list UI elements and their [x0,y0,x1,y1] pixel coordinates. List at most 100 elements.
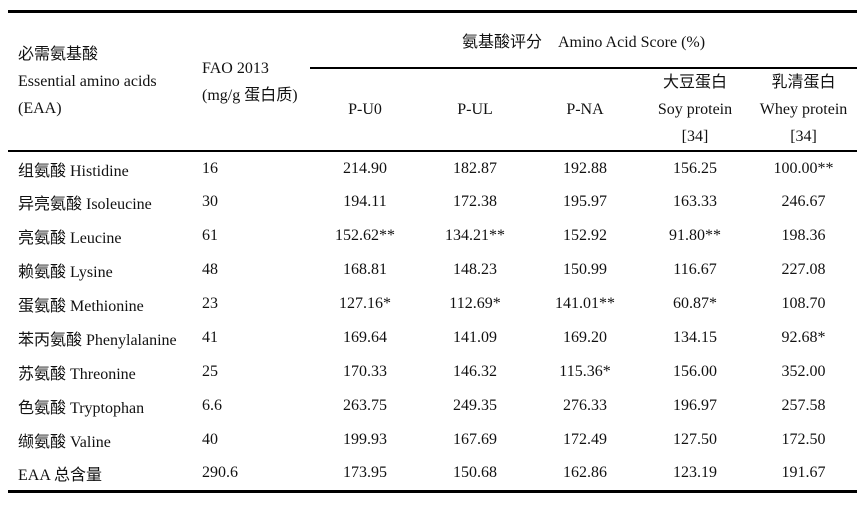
table-row: 缬氨酸 Valine 40 199.93 167.69 172.49 127.50 172.… [8,423,857,457]
header-group-row: 必需氨基酸 Essential amino acids (EAA) FAO 20… [8,11,858,117]
row-score-value: 148.23 [453,261,497,278]
row-score-value: 172.38 [453,193,497,210]
row-amino-acid-name: 赖氨酸 Lysine [18,264,113,281]
row-score-value: 167.69 [453,431,497,448]
header-fao-line-2: (mg/g 蛋白质) [202,86,298,104]
row-score-value: 146.32 [453,363,497,380]
row-fao-value: 16 [202,159,218,177]
row-fao-value: 25 [202,363,218,380]
row-score-value: 227.08 [781,261,826,278]
row-fao-value: 40 [202,431,218,448]
row-fao-value: 290.6 [202,464,238,482]
table-row: 色氨酸 Tryptophan 6.6 263.75 249.35 276.33 196.9… [8,389,857,423]
header-eaa-line-en: Essential amino acids [18,73,157,90]
row-amino-acid-name: 苯丙氨酸 Phenylalanine [18,332,177,349]
row-score-value: 169.20 [563,329,607,346]
row-amino-acid-name: 异亮氨酸 Isoleucine [18,196,152,213]
row-score-value: 123.19 [673,464,717,482]
table-row: 亮氨酸 Leucine 61 152.62** 134.21** 152.92 91.80… [8,219,857,253]
header-soy-line-zh: 大豆蛋白 [662,74,727,91]
row-fao-value: 30 [202,193,218,210]
row-score-value: 182.87 [453,159,497,177]
header-eaa-column: 必需氨基酸 Essential amino acids (EAA) [8,12,195,152]
row-score-value: 127.16* [339,295,391,312]
table-row: 组氨酸 Histidine 16 214.90 182.87 192.88 156.25 1… [8,151,857,185]
header-whey-line-zh: 乳清蛋白 [771,74,836,91]
table-row: 苏氨酸 Threonine 25 170.33 146.32 115.36* 156.00… [8,355,857,389]
table-row: EAA 总含量 290.6 173.95 150.68 162.86 123.19 191.… [8,457,857,491]
header-col-p-na: P-NA [530,68,640,151]
row-score-value: 134.21** [445,227,505,244]
row-amino-acid-name: 缬氨酸 Valine [18,434,111,451]
header-col-whey-protein: 乳清蛋白 Whey protein [34] [750,68,857,151]
header-soy-line-en: Soy protein [657,101,733,118]
row-score-value: 276.33 [563,397,607,414]
header-sub-row: P-U0 P-UL P-NA 大豆蛋白 Soy protein [34] 乳清蛋… [8,68,857,151]
row-fao-value: 23 [202,295,218,312]
row-score-value: 92.68* [781,329,826,346]
row-score-value: 191.67 [781,464,826,482]
row-score-value: 60.87* [673,295,717,312]
row-score-value: 152.62** [335,227,395,244]
row-score-value: 168.81 [343,261,387,278]
header-p-na-label: P-NA [566,101,604,118]
row-score-value: 112.69* [449,295,501,312]
row-fao-value: 48 [202,261,218,278]
row-score-value: 156.00 [673,363,717,380]
row-amino-acid-name: 蛋氨酸 Methionine [18,298,144,315]
header-col-p-ul: P-UL [420,68,530,151]
row-fao-value: 6.6 [202,397,222,414]
row-score-value: 116.67 [673,261,717,278]
header-p-u0-label: P-U0 [348,101,382,118]
header-score-group: 氨基酸评分 Amino Acid Score (%) [310,11,858,69]
row-score-value: 249.35 [453,397,497,414]
table-row: 苯丙氨酸 Phenylalanine 41 169.64 141.09 169.20 13… [8,321,857,355]
row-score-value: 134.15 [673,329,717,346]
row-score-value: 100.00** [773,159,834,177]
row-score-value: 115.36* [559,363,611,380]
header-eaa-line-abbr: (EAA) [18,100,62,117]
row-score-value: 263.75 [343,397,387,414]
header-fao-line-1: FAO 2013 [202,59,269,77]
row-score-value: 150.68 [453,464,497,482]
table-body: 组氨酸 Histidine 16 214.90 182.87 192.88 156.25 1… [8,151,857,491]
row-score-value: 127.50 [673,431,717,448]
header-score-group-label: 氨基酸评分 Amino Acid Score (%) [461,34,706,51]
row-score-value: 257.58 [781,397,826,414]
header-col-soy-protein: 大豆蛋白 Soy protein [34] [640,68,750,151]
row-score-value: 192.88 [563,159,607,177]
row-score-value: 196.97 [673,397,717,414]
row-amino-acid-name: 组氨酸 Histidine [18,162,129,180]
header-whey-line-en: Whey protein [759,101,848,118]
row-amino-acid-name: EAA 总含量 [18,467,103,485]
row-score-value: 152.92 [563,227,607,244]
row-score-value: 141.01** [555,295,615,312]
header-fao-column: FAO 2013 (mg/g 蛋白质) [195,12,310,152]
header-whey-line-ref: [34] [790,128,817,145]
row-score-value: 163.33 [673,193,717,210]
row-score-value: 195.97 [563,193,607,210]
row-score-value: 173.95 [343,464,387,482]
row-amino-acid-name: 亮氨酸 Leucine [18,230,122,247]
row-score-value: 199.93 [343,431,387,448]
row-score-value: 172.50 [781,431,826,448]
row-score-value: 156.25 [673,159,717,177]
row-score-value: 162.86 [563,464,607,482]
header-soy-line-ref: [34] [681,128,709,145]
row-score-value: 150.99 [563,261,607,278]
row-fao-value: 41 [202,329,218,346]
table-header: 必需氨基酸 Essential amino acids (EAA) FAO 20… [8,11,858,151]
header-eaa-line-zh: 必需氨基酸 [18,46,99,63]
row-score-value: 91.80** [669,227,721,244]
row-fao-value: 61 [202,227,218,244]
row-score-value: 141.09 [453,329,497,346]
table-row: 蛋氨酸 Methionine 23 127.16* 112.69* 141.01** 60… [8,287,857,321]
header-p-ul-label: P-UL [457,101,493,118]
row-score-value: 194.11 [343,193,387,210]
row-score-value: 352.00 [781,363,826,380]
row-score-value: 169.64 [343,329,387,346]
header-col-p-u0: P-U0 [310,68,420,151]
row-score-value: 246.67 [781,193,826,210]
row-score-value: 172.49 [563,431,607,448]
row-amino-acid-name: 苏氨酸 Threonine [18,366,136,383]
